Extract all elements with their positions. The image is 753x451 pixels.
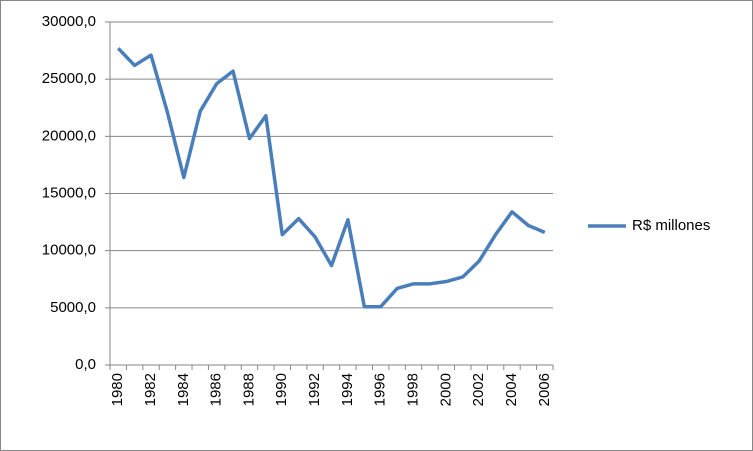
x-tick-label: 1984 [175, 373, 192, 406]
x-tick-label: 1986 [208, 373, 225, 406]
y-tick-label: 15000,0 [42, 184, 96, 201]
y-tick-label: 30000,0 [42, 13, 96, 30]
x-tick-label: 2006 [536, 373, 553, 406]
x-tick-label: 1990 [273, 373, 290, 406]
x-tick-label: 1988 [240, 373, 257, 406]
x-tick-label: 1982 [142, 373, 159, 406]
x-tick-label: 1994 [339, 373, 356, 406]
y-tick-label: 10000,0 [42, 242, 96, 259]
x-tick-label: 2002 [470, 373, 487, 406]
legend-label: R$ millones [632, 217, 710, 234]
x-tick-label: 1996 [372, 373, 389, 406]
y-tick-label: 5000,0 [50, 299, 96, 316]
x-tick-label: 1992 [306, 373, 323, 406]
x-tick-label: 1998 [405, 373, 422, 406]
x-tick-label: 1980 [109, 373, 126, 406]
y-tick-label: 0,0 [75, 356, 96, 373]
data-line [116, 47, 546, 309]
y-tick-label: 20000,0 [42, 127, 96, 144]
x-tick-label: 2000 [437, 373, 454, 406]
x-tick-label: 2004 [503, 373, 520, 406]
y-tick-label: 25000,0 [42, 70, 96, 87]
